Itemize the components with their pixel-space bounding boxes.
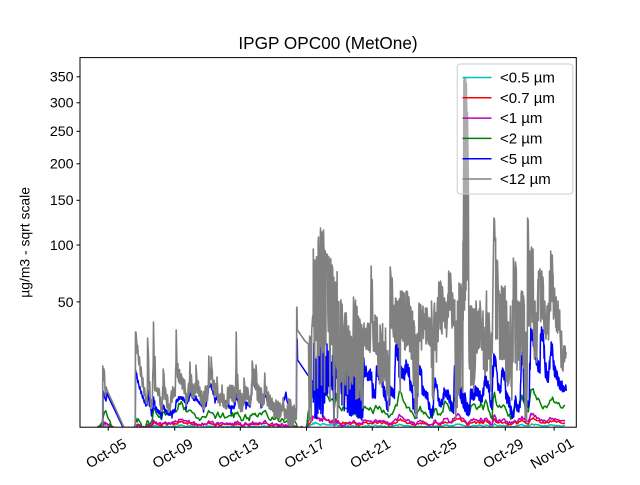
svg-text:100: 100: [50, 238, 74, 254]
svg-text:<1 µm: <1 µm: [500, 110, 542, 127]
svg-text:<0.5 µm: <0.5 µm: [500, 70, 555, 87]
svg-text:200: 200: [50, 157, 74, 173]
svg-text:50: 50: [58, 295, 74, 311]
svg-text:350: 350: [50, 70, 74, 86]
svg-text:<5 µm: <5 µm: [500, 151, 542, 168]
svg-text:250: 250: [50, 124, 74, 140]
svg-text:300: 300: [50, 96, 74, 112]
svg-text:µg/m3 - sqrt scale: µg/m3 - sqrt scale: [17, 187, 33, 298]
svg-text:<12 µm: <12 µm: [500, 171, 551, 188]
svg-text:<0.7 µm: <0.7 µm: [500, 90, 555, 107]
svg-text:IPGP OPC00 (MetOne): IPGP OPC00 (MetOne): [238, 33, 417, 53]
svg-text:<2 µm: <2 µm: [500, 131, 542, 148]
svg-text:150: 150: [50, 193, 74, 209]
